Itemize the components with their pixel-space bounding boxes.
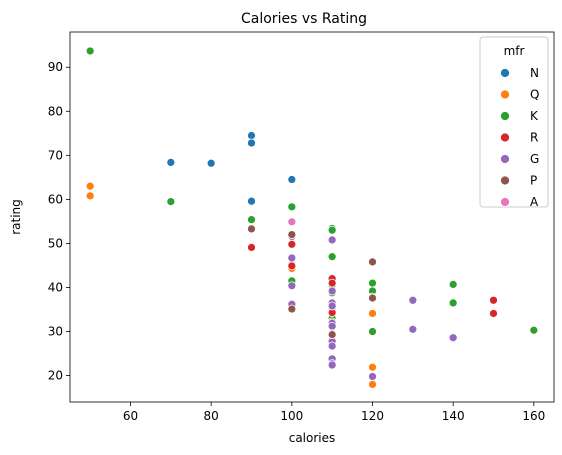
data-point-R [247, 243, 256, 252]
data-point-G [327, 321, 337, 331]
legend-marker-R [500, 132, 510, 143]
data-point-G [327, 360, 337, 370]
data-point-G [327, 235, 337, 245]
legend-marker-P [500, 175, 510, 186]
chart-title: Calories vs Rating [241, 11, 367, 27]
data-point-G [327, 341, 337, 351]
points-layer [85, 46, 539, 389]
data-point-K [247, 215, 256, 225]
data-point-R [287, 261, 297, 271]
data-point-G [408, 324, 418, 334]
y-tick-label: 80 [48, 104, 63, 118]
data-point-P [287, 304, 297, 314]
data-point-K [448, 298, 458, 308]
y-axis-label: rating [9, 199, 23, 235]
data-point-G [448, 333, 458, 343]
data-point-K [327, 252, 337, 262]
data-point-N [247, 138, 256, 148]
data-point-R [489, 309, 498, 318]
data-point-P [327, 330, 337, 339]
data-point-Q [368, 380, 377, 389]
y-tick-label: 20 [48, 369, 63, 383]
y-tick-label: 90 [48, 60, 63, 74]
y-tick-label: 50 [48, 236, 63, 250]
legend-label-P: P [530, 174, 537, 188]
data-point-N [206, 158, 216, 168]
data-point-K [368, 327, 377, 336]
legend-label-R: R [530, 131, 538, 145]
data-point-K [448, 280, 458, 289]
legend-marker-G [500, 154, 510, 164]
legend-label-G: G [530, 152, 539, 166]
legend-marker-N [500, 68, 510, 78]
data-point-Q [368, 309, 377, 318]
y-tick-label: 60 [48, 192, 63, 206]
legend-marker-A [500, 197, 510, 207]
x-tick-label: 100 [280, 409, 303, 423]
data-point-Q [85, 181, 95, 191]
y-axis: 20 30 40 50 60 70 80 90 [48, 60, 70, 383]
legend-label-N: N [530, 66, 539, 80]
data-point-K [166, 197, 176, 206]
data-point-P [287, 230, 297, 239]
data-point-R [327, 278, 337, 288]
data-point-N [247, 131, 256, 140]
data-point-K [287, 202, 297, 212]
x-axis: 60 80 100 120 140 160 [123, 402, 545, 423]
data-point-K [368, 278, 377, 288]
data-point-G [287, 281, 297, 291]
data-point-N [247, 196, 256, 206]
x-tick-label: 80 [204, 409, 219, 423]
y-tick-label: 30 [48, 325, 63, 339]
legend-label-A: A [530, 195, 539, 209]
x-tick-label: 140 [442, 409, 465, 423]
legend-title: mfr [504, 44, 525, 58]
x-axis-label: calories [289, 431, 336, 445]
legend-box [479, 36, 549, 208]
legend-label-Q: Q [530, 88, 539, 102]
data-point-K [529, 325, 539, 335]
y-tick-label: 70 [48, 148, 63, 162]
data-point-G [327, 286, 337, 296]
data-point-R [287, 239, 297, 249]
y-tick-label: 40 [48, 280, 63, 294]
data-point-G [368, 372, 377, 381]
data-point-P [368, 257, 377, 267]
legend-marker-Q [500, 89, 510, 100]
data-point-Q [85, 191, 95, 201]
data-point-G [408, 295, 418, 305]
plot-frame [69, 31, 555, 403]
data-point-Q [368, 362, 377, 372]
data-point-G [327, 301, 337, 311]
legend-label-K: K [530, 109, 539, 123]
legend-marker-K [500, 111, 510, 121]
data-point-A [287, 217, 297, 227]
x-tick-label: 60 [123, 409, 138, 423]
data-point-N [166, 158, 176, 167]
data-point-G [287, 253, 297, 263]
data-point-R [489, 295, 498, 305]
data-point-K [327, 225, 337, 235]
x-tick-label: 120 [361, 409, 384, 423]
data-point-N [287, 175, 297, 184]
data-point-K [85, 46, 95, 56]
x-tick-label: 160 [522, 409, 545, 423]
data-point-P [368, 293, 377, 303]
data-point-P [247, 224, 256, 234]
